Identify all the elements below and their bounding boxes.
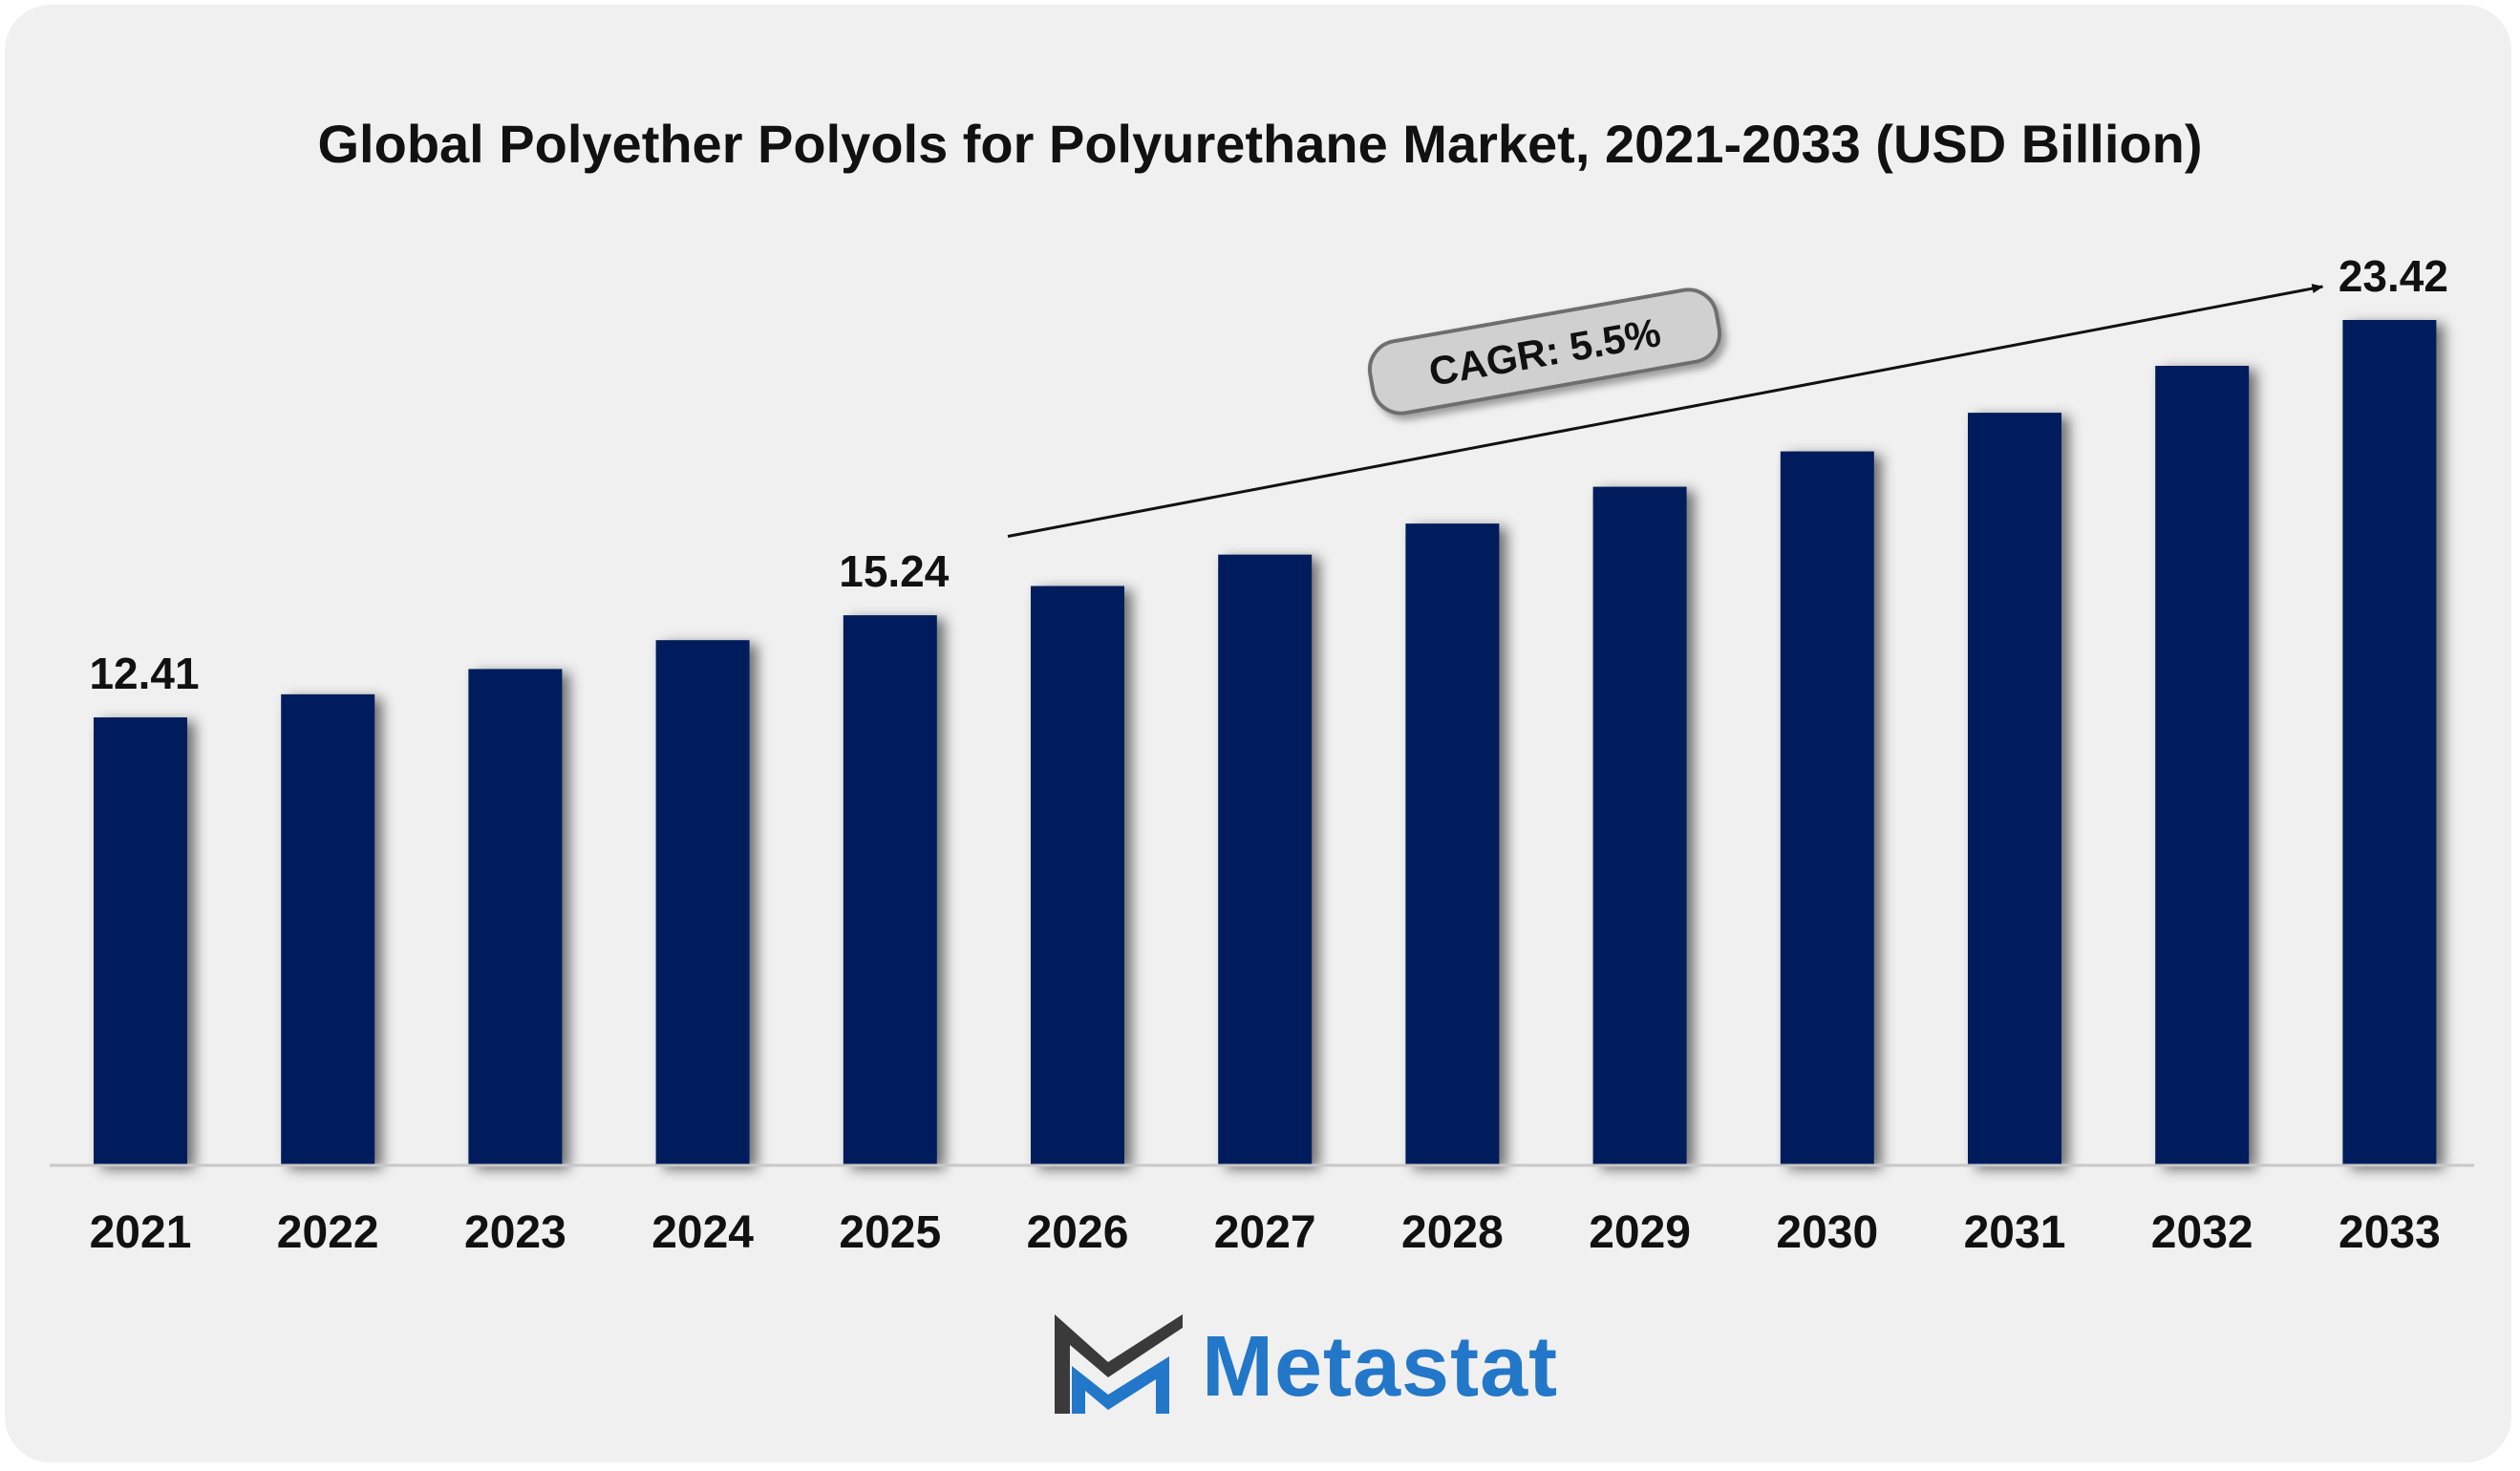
bars-layer (94, 320, 2437, 1166)
bar-2028 (1405, 523, 1500, 1165)
chart-title: Global Polyether Polyols for Polyurethan… (317, 114, 2203, 174)
logo-m-blue (1072, 1356, 1169, 1414)
cagr-badge: CAGR: 5.5% (1367, 288, 1722, 416)
x-tick-2028: 2028 (1401, 1207, 1504, 1258)
x-tick-2033: 2033 (2338, 1207, 2441, 1258)
logo-m-dark (1055, 1314, 1183, 1414)
x-tick-2030: 2030 (1776, 1207, 1878, 1258)
x-tick-2031: 2031 (1964, 1207, 2066, 1258)
x-tick-2022: 2022 (277, 1207, 379, 1258)
x-tick-labels: 2021 2022 2023 2024 2025 2026 2027 2028 2029 2030… (90, 1207, 2441, 1258)
x-tick-2025: 2025 (839, 1207, 941, 1258)
bar-2029 (1592, 486, 1687, 1165)
x-tick-2024: 2024 (651, 1207, 754, 1258)
data-labels: 12.41 15.24 23.42 (89, 251, 2448, 698)
bar-2026 (1031, 586, 1124, 1165)
bar-2025 (843, 615, 937, 1165)
x-tick-2023: 2023 (464, 1207, 566, 1258)
data-label-2021: 12.41 (89, 649, 199, 698)
bar-2024 (655, 640, 750, 1165)
metastat-logo-mark (1055, 1314, 1183, 1414)
bar-2031 (1968, 413, 2061, 1165)
bar-2033 (2342, 320, 2437, 1165)
bar-2030 (1780, 451, 1874, 1166)
data-label-2033: 23.42 (2338, 251, 2448, 301)
cagr-badge-shape (1367, 288, 1722, 416)
cagr-annotation: CAGR: 5.5% (1007, 284, 2324, 538)
brand-name: Metastat (1202, 1319, 1559, 1415)
bar-2022 (281, 693, 375, 1165)
bar-2021 (94, 717, 187, 1165)
cagr-arrow (1007, 284, 2324, 538)
x-tick-2029: 2029 (1589, 1207, 1691, 1258)
x-tick-2027: 2027 (1214, 1207, 1316, 1258)
bar-2023 (468, 669, 563, 1165)
bar-2032 (2155, 365, 2250, 1165)
x-tick-2021: 2021 (90, 1207, 192, 1258)
data-label-2025: 15.24 (839, 546, 950, 596)
bar-2027 (1218, 554, 1313, 1165)
x-tick-2032: 2032 (2151, 1207, 2253, 1258)
x-tick-2026: 2026 (1027, 1207, 1129, 1258)
